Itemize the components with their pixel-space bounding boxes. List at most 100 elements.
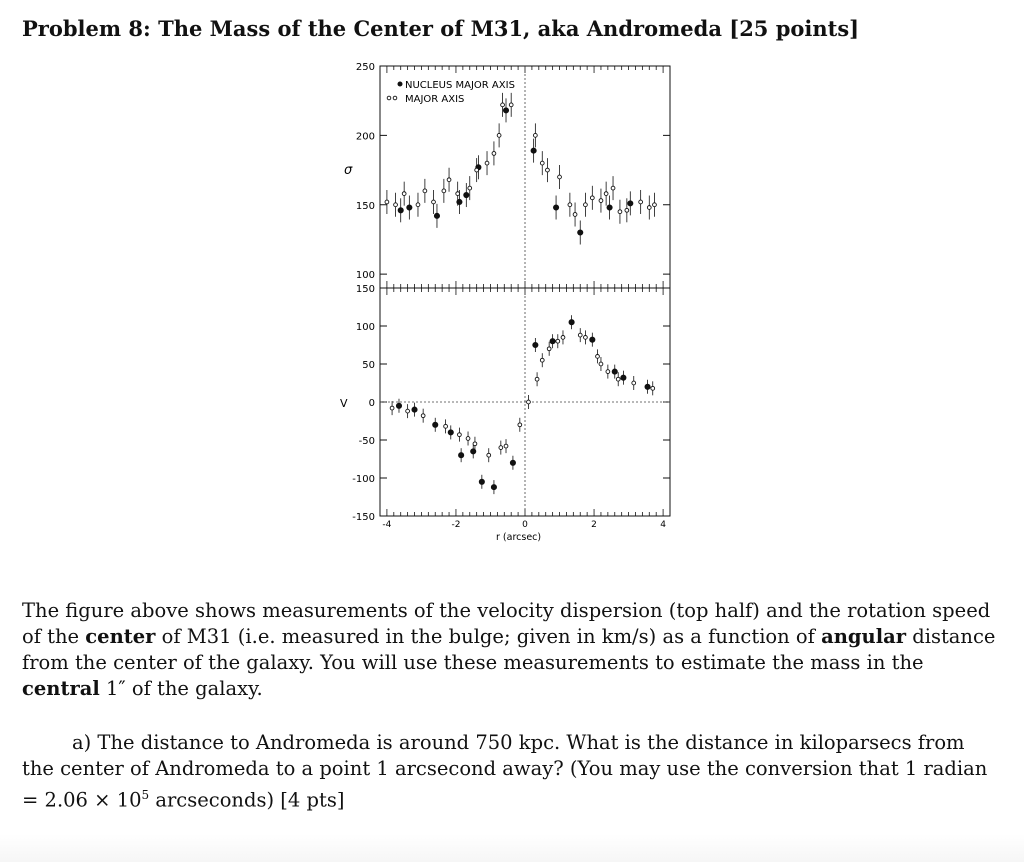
sigma-major-axis-point <box>446 177 452 183</box>
v-major-axis-point <box>595 354 600 359</box>
sigma-major-axis-point <box>431 199 436 205</box>
sigma-major-axis-point <box>545 167 550 173</box>
sigma-nucleus-point <box>463 191 470 199</box>
sigma-major-axis-point <box>500 102 505 108</box>
v-nucleus-point <box>611 368 618 375</box>
sigma-nucleus-point <box>456 198 463 206</box>
sigma-major-axis-point <box>557 174 562 180</box>
v-ytick-label: 50 <box>362 360 375 371</box>
sigma-major-axis-point <box>393 202 398 208</box>
v-nucleus-point <box>509 459 516 466</box>
sigma-major-axis-point <box>496 133 502 138</box>
sigma-nucleus-point <box>530 147 537 154</box>
legend-open-label: MAJOR AXIS <box>405 94 464 105</box>
sigma-major-axis-point <box>422 188 428 194</box>
v-ytick-label: -150 <box>352 512 375 523</box>
v-nucleus-point <box>620 374 627 381</box>
v-major-axis-point <box>443 423 448 429</box>
v-major-axis-point <box>546 346 552 352</box>
dispersion-panel: 250 200 150 100 <box>356 62 671 289</box>
sigma-ytick-label: 250 <box>356 62 375 73</box>
sigma-nucleus-point <box>397 207 404 214</box>
v-nucleus-point <box>432 421 439 428</box>
sigma-major-axis-point <box>572 212 578 217</box>
sigma-nucleus-point <box>433 212 441 219</box>
description-paragraph: The figure above shows measurements of t… <box>22 598 997 702</box>
legend-open-marker-1 <box>386 95 392 101</box>
sigma-major-axis-point <box>474 167 480 173</box>
v-major-axis-point <box>517 422 523 428</box>
v-nucleus-point <box>549 338 556 345</box>
sigma-major-axis-point <box>638 199 644 205</box>
v-major-axis-point <box>503 443 509 449</box>
v-nucleus-point <box>411 406 418 413</box>
v-nucleus-point <box>478 478 485 485</box>
sigma-major-axis-point <box>484 160 490 166</box>
v-major-axis-point <box>389 405 395 411</box>
legend: NUCLEUS MAJOR AXIS MAJOR AXIS <box>386 80 515 105</box>
v-axis-label: V <box>340 397 348 410</box>
sigma-major-axis-point <box>533 133 538 138</box>
x-tick-label: -4 <box>382 520 391 530</box>
sigma-major-axis-point <box>508 102 514 108</box>
v-major-axis-point <box>555 338 561 344</box>
para-bold-central: central <box>22 677 100 700</box>
sigma-major-axis-point <box>567 202 573 208</box>
sigma-major-axis-point <box>583 202 588 208</box>
para-text-4: 1″ of the galaxy. <box>99 677 263 700</box>
v-nucleus-point <box>447 429 454 436</box>
v-major-axis-point <box>650 385 656 391</box>
sigma-nucleus-point <box>406 204 413 211</box>
sigma-major-axis-point <box>652 202 657 208</box>
figure-plot: 250 200 150 100 150 100 50 0 -50 -100 -150 -4 -2 0 2 4… <box>340 62 671 543</box>
sigma-major-axis-point <box>598 198 604 203</box>
question-a-tail: arcseconds) [4 pts] <box>149 788 345 812</box>
sigma-axis-label: σ <box>344 163 353 178</box>
v-major-axis-point <box>583 335 588 340</box>
v-ytick-label: 0 <box>369 398 375 409</box>
sigma-nucleus-point <box>577 229 584 236</box>
v-major-axis-point <box>486 452 492 458</box>
v-major-axis-point <box>539 357 545 363</box>
sigma-major-axis-point <box>617 209 623 215</box>
v-major-axis-point <box>560 335 566 340</box>
v-major-axis-point <box>420 413 426 419</box>
v-major-axis-point <box>631 380 637 386</box>
question-a-exponent: 5 <box>141 788 150 802</box>
sigma-ytick-label: 100 <box>356 270 375 281</box>
v-major-axis-point <box>526 399 531 405</box>
x-tick-label: 0 <box>522 520 528 530</box>
sigma-major-axis-point <box>401 191 407 196</box>
x-axis-label: r (arcsec) <box>496 532 541 543</box>
sigma-major-axis-point <box>441 188 447 194</box>
sigma-nucleus-point <box>553 204 560 211</box>
sigma-major-axis-point <box>603 191 609 196</box>
sigma-major-axis-point <box>415 202 421 208</box>
v-major-axis-point <box>465 436 471 441</box>
sigma-nucleus-point <box>502 107 510 114</box>
question-a: a) The distance to Andromeda is around 7… <box>22 730 997 814</box>
sigma-major-axis-point <box>624 207 630 213</box>
legend-open-marker-2 <box>392 95 398 101</box>
v-major-axis-point <box>405 408 410 414</box>
v-nucleus-point <box>644 383 651 390</box>
v-major-axis-point <box>457 432 462 438</box>
para-text-1: The figure above shows measurements of t… <box>22 599 991 648</box>
v-major-axis-point <box>605 369 611 374</box>
sigma-major-axis-point <box>455 191 461 196</box>
sigma-major-axis-point <box>384 199 390 205</box>
v-nucleus-point <box>458 452 465 459</box>
v-major-axis-point <box>534 376 540 382</box>
v-ytick-label: 100 <box>356 322 375 333</box>
v-major-axis-point <box>498 445 504 450</box>
page-bottom-edge <box>0 834 1024 862</box>
para-text-2: of M31 (i.e. measured in the bulge; give… <box>155 625 822 648</box>
sigma-nucleus-point <box>627 200 634 207</box>
v-ytick-label: -100 <box>352 474 375 485</box>
para-text-3: distance from the center of the galaxy. … <box>22 625 996 674</box>
v-ytick-label: -50 <box>359 436 375 447</box>
legend-filled-label: NUCLEUS MAJOR AXIS <box>405 80 515 91</box>
v-nucleus-point <box>395 402 403 409</box>
v-nucleus-point <box>532 341 539 349</box>
x-tick-label: -2 <box>451 520 460 530</box>
